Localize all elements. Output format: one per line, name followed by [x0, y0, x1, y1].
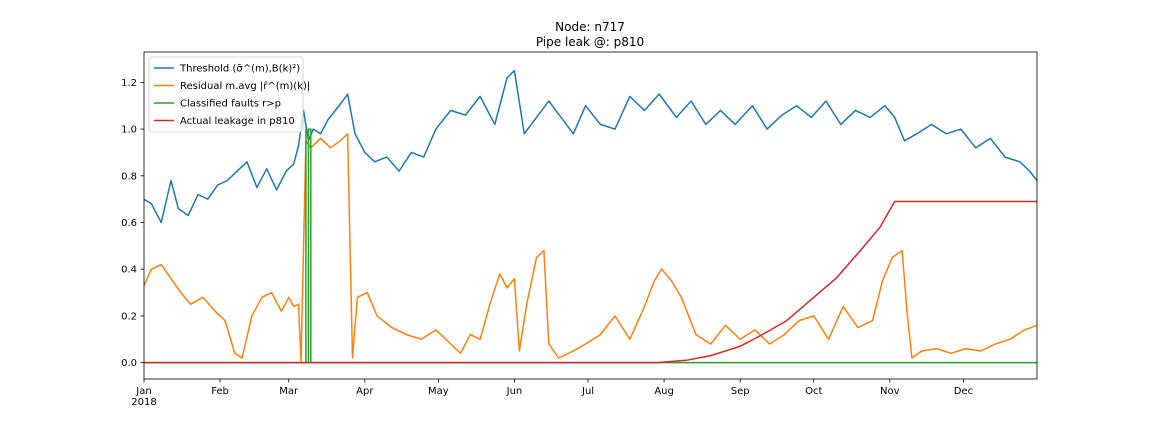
threshold-line — [143, 69, 1038, 224]
y-tick-label: 1.2 — [121, 78, 137, 89]
chart-subtitle: Pipe leak @: p810 — [536, 35, 644, 49]
plot-border — [143, 51, 1038, 380]
y-tick-label: 0.2 — [121, 311, 137, 322]
legend-label: Residual m.avg |r̂^(m)(k)| — [180, 80, 310, 92]
legend-label: Actual leakage in p810 — [180, 116, 295, 127]
x-tick-label: Jan — [135, 386, 151, 397]
x-tick-label: Jul — [581, 386, 594, 397]
y-tick-label: 1.0 — [121, 125, 137, 136]
x-tick-label: Nov — [880, 386, 900, 397]
y-tick-label: 0.0 — [121, 358, 137, 369]
chart-title: Node: n717 — [555, 20, 625, 34]
x-year-label: 2018 — [131, 397, 156, 408]
actual-leakage-line — [144, 200, 1037, 364]
x-tick-label: Mar — [279, 386, 299, 397]
legend-box — [148, 56, 304, 133]
x-tick-label: Apr — [356, 386, 374, 397]
x-tick-label: Sep — [731, 386, 750, 397]
y-tick-label: 0.4 — [121, 265, 137, 276]
x-tick-label: Aug — [654, 386, 674, 397]
x-tick-label: Feb — [211, 386, 229, 397]
residual-line — [143, 133, 1038, 364]
legend-label: Threshold (σ̄^(m),B(k)²) — [179, 64, 300, 75]
y-tick-label: 0.6 — [121, 218, 137, 229]
x-tick-label: Dec — [954, 386, 973, 397]
legend-label: Classified faults r>p — [180, 99, 281, 110]
y-tick-label: 0.8 — [121, 171, 137, 182]
y-axis: 0.0 0.2 0.4 0.6 0.8 1.0 1.2 — [121, 78, 144, 369]
series-layer — [143, 69, 1038, 364]
legend: Threshold (σ̄^(m),B(k)²) Residual m.avg |… — [148, 56, 310, 133]
x-tick-label: May — [428, 386, 449, 397]
x-tick-label: Oct — [805, 386, 822, 397]
x-axis: Jan Feb Mar Apr May Jun Jul Aug Sep Oct Nov Dec — [135, 379, 973, 397]
x-tick-label: Jun — [506, 386, 523, 397]
